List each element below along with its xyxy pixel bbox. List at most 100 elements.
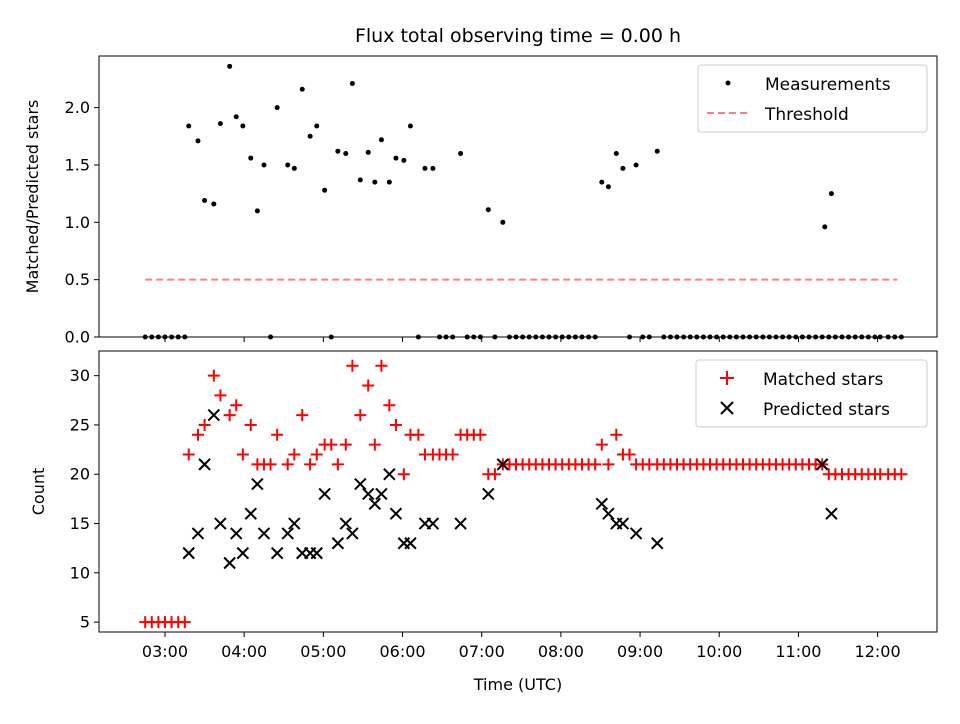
predicted-star-point <box>482 487 495 501</box>
predicted-star-point <box>496 458 510 471</box>
top-x-ticks <box>164 337 879 342</box>
chart-title: Flux total observing time = 0.00 h <box>355 25 681 47</box>
predicted-star-point <box>375 487 388 501</box>
matched-star-point <box>236 448 249 461</box>
measurement-point <box>254 208 260 214</box>
matched-star-point <box>271 428 284 441</box>
bottom-y-tick-label: 10 <box>70 563 90 582</box>
measurement-point <box>299 86 305 92</box>
matched-star-point <box>230 399 243 412</box>
predicted-star-point <box>257 527 271 540</box>
x-tick-label: 06:00 <box>379 642 425 661</box>
measurement-point <box>365 149 371 155</box>
bottom-legend-box <box>695 359 928 428</box>
measurement-point <box>211 201 217 207</box>
measurement-point <box>343 150 349 156</box>
x-tick-label: 09:00 <box>617 642 663 661</box>
matched-star-point <box>198 418 211 431</box>
measurement-point <box>217 121 223 127</box>
matched-star-point <box>602 458 615 471</box>
predicted-star-point <box>354 477 367 491</box>
matched-star-point <box>397 468 410 481</box>
matched-star-point <box>264 458 277 471</box>
matched-star-point <box>339 438 352 451</box>
measurement-point <box>393 155 399 161</box>
top-y-tick-label: 1.5 <box>65 155 90 174</box>
matched-star-point <box>623 448 636 461</box>
matched-star-point <box>207 369 220 382</box>
top-y-axis-label: Matched/Predicted stars <box>23 100 42 294</box>
measurement-point <box>485 207 491 213</box>
matched-star-point <box>296 409 309 422</box>
predicted-star-point <box>191 527 205 540</box>
measurement-point <box>500 219 506 225</box>
predicted-star-point <box>281 527 294 540</box>
matched-star-point <box>288 448 301 461</box>
top-y-tick-label: 1.0 <box>65 213 90 232</box>
measurement-point <box>349 81 355 87</box>
predicted-star-point <box>389 507 403 520</box>
matched-star-point <box>214 389 227 402</box>
matched-star-point <box>895 468 908 481</box>
bottom-legend: Matched stars Predicted stars <box>695 359 928 428</box>
bottom-y-tick-label: 15 <box>70 514 90 533</box>
matched-star-point <box>191 428 204 441</box>
measurement-point <box>186 123 192 129</box>
predicted-star-point <box>339 517 352 530</box>
measurement-point <box>274 105 280 111</box>
predicted-star-point <box>310 546 323 560</box>
predicted-star-point <box>404 537 417 550</box>
measurement-point <box>386 179 392 185</box>
predicted-star-point <box>595 497 609 511</box>
x-tick-label: 11:00 <box>775 642 821 661</box>
predicted-star-point <box>383 468 396 481</box>
matched-star-point <box>446 448 459 461</box>
legend-matched-label: Matched stars <box>763 370 883 390</box>
matched-star-point <box>244 418 257 431</box>
matched-star-point <box>354 409 367 422</box>
top-axes-frame <box>98 55 938 338</box>
predicted-star-point <box>815 458 829 471</box>
matched-star-point <box>589 458 602 471</box>
matched-star-point <box>412 428 425 441</box>
measurement-point <box>285 162 291 168</box>
measurement-point <box>233 114 239 120</box>
matched-star-point <box>488 468 501 481</box>
measurement-point <box>407 123 413 129</box>
bottom-y-tick-label: 20 <box>70 465 90 484</box>
bottom-y-tick-label: 25 <box>70 415 90 434</box>
matched-star-point <box>383 399 396 412</box>
x-tick-label: 12:00 <box>855 642 901 661</box>
measurement-point <box>314 123 320 129</box>
predicted-star-point <box>368 497 382 511</box>
predicted-star-point <box>270 546 284 560</box>
x-tick-label: 03:00 <box>142 642 188 661</box>
legend-measurements-label: Measurements <box>765 75 891 95</box>
predicted-star-point <box>616 517 630 530</box>
top-y-tick-label: 0.0 <box>65 328 90 347</box>
measurement-point <box>307 133 313 139</box>
predicted-star-point <box>230 527 243 540</box>
bottom-axes-frame <box>98 350 938 633</box>
measurement-point <box>430 165 436 171</box>
predicted-star-point <box>362 487 375 501</box>
predicted-star-point <box>288 517 301 530</box>
measurement-point <box>458 150 464 156</box>
matched-star-point <box>368 438 381 451</box>
predicted-star-point <box>331 537 345 550</box>
matched-star-point <box>310 448 323 461</box>
matched-star-point <box>375 359 388 372</box>
bottom-y-ticks: 5 10 15 20 25 30 <box>70 366 99 632</box>
predicted-star-point <box>198 458 211 471</box>
matched-star-point <box>304 458 317 471</box>
measurement-point <box>195 138 201 144</box>
predicted-star-point <box>651 537 664 550</box>
measurement-point <box>613 150 619 156</box>
measurement-point <box>372 179 378 185</box>
matched-star-point <box>182 448 195 461</box>
bottom-y-axis-label: Count <box>29 468 48 516</box>
bottom-plot-area: 5 10 15 20 25 30 03:00 04:00 05:00 06:00 07:00 08:… <box>29 350 938 694</box>
matched-star-point <box>346 359 359 372</box>
matched-star-point <box>610 428 623 441</box>
